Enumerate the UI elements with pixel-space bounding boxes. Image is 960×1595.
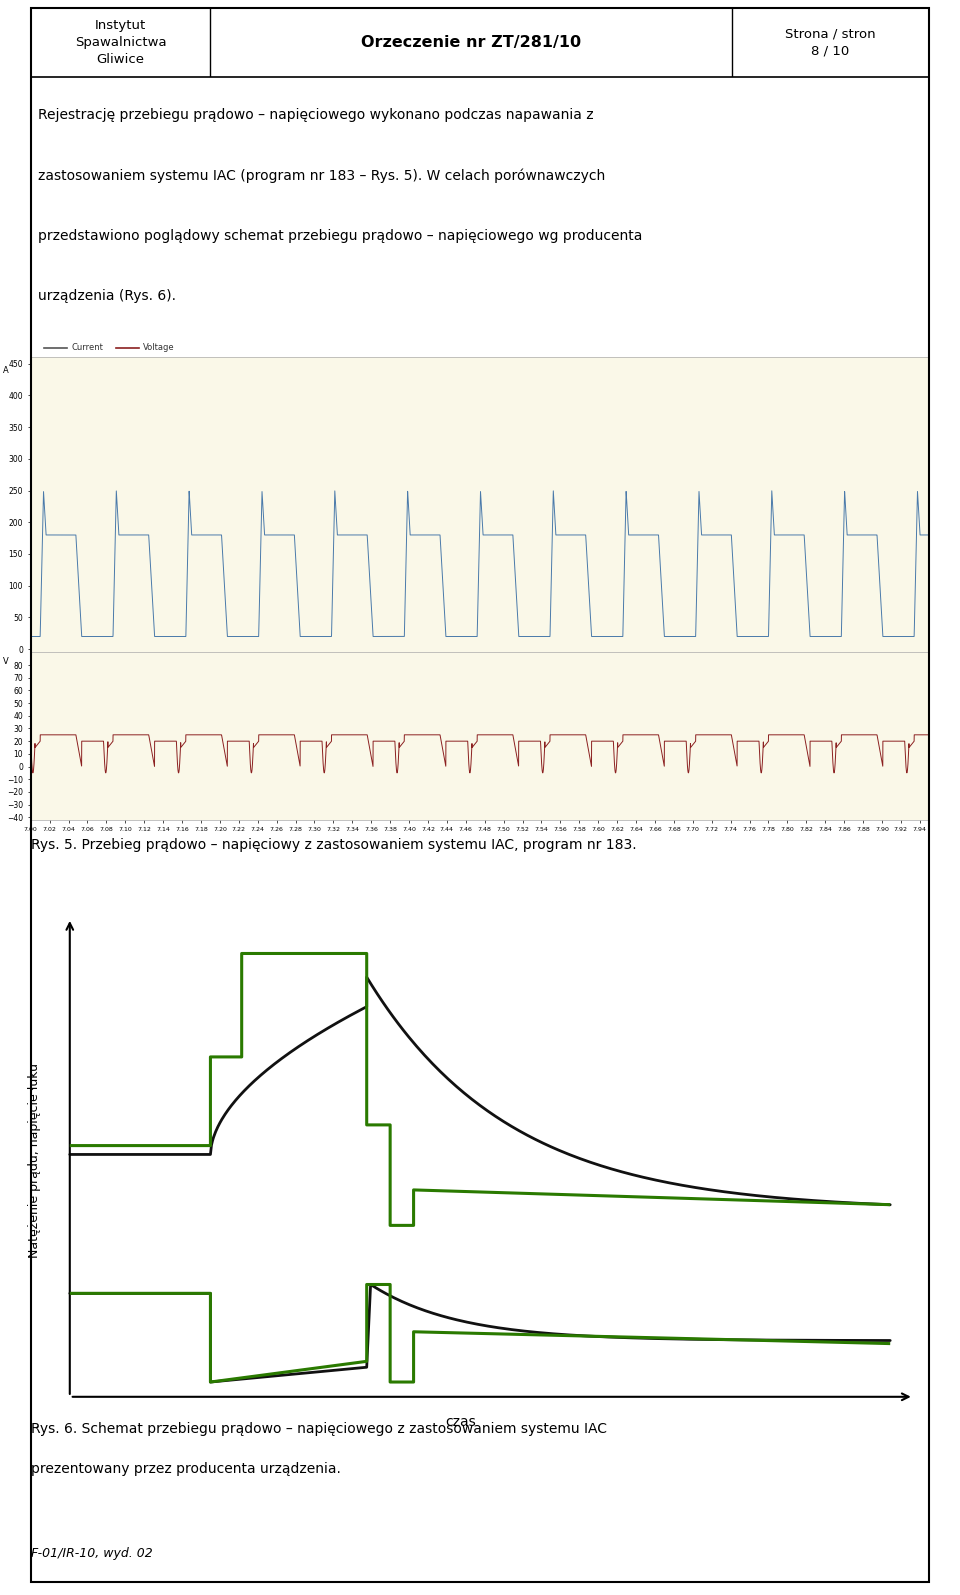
Text: Natężenie prądu, napięcie łuku: Natężenie prądu, napięcie łuku xyxy=(28,1062,41,1258)
Text: Strona / stron
8 / 10: Strona / stron 8 / 10 xyxy=(785,27,876,57)
Text: Instytut
Spawalnictwa
Gliwice: Instytut Spawalnictwa Gliwice xyxy=(75,19,166,65)
Text: prezentowany przez producenta urządzenia.: prezentowany przez producenta urządzenia… xyxy=(31,1463,341,1477)
Text: Voltage: Voltage xyxy=(143,343,175,352)
Text: A: A xyxy=(3,367,9,375)
Text: zastosowaniem systemu IAC (program nr 183 – Rys. 5). W celach porównawczych: zastosowaniem systemu IAC (program nr 18… xyxy=(38,169,606,183)
Text: Rys. 6. Schemat przebiegu prądowo – napięciowego z zastosowaniem systemu IAC: Rys. 6. Schemat przebiegu prądowo – napi… xyxy=(31,1421,607,1436)
Text: Rejestrację przebiegu prądowo – napięciowego wykonano podczas napawania z: Rejestrację przebiegu prądowo – napięcio… xyxy=(38,108,594,123)
Text: Orzeczenie nr ZT/281/10: Orzeczenie nr ZT/281/10 xyxy=(361,35,581,49)
Text: V: V xyxy=(3,657,9,667)
Text: czas: czas xyxy=(445,1415,476,1429)
Text: przedstawiono poglądowy schemat przebiegu prądowo – napięciowego wg producenta: przedstawiono poglądowy schemat przebieg… xyxy=(38,228,643,242)
Text: Current: Current xyxy=(71,343,103,352)
Text: Rys. 5. Przebieg prądowo – napięciowy z zastosowaniem systemu IAC, program nr 18: Rys. 5. Przebieg prądowo – napięciowy z … xyxy=(31,837,636,852)
Text: F-01/IR-10, wyd. 02: F-01/IR-10, wyd. 02 xyxy=(31,1547,153,1560)
Text: urządzenia (Rys. 6).: urządzenia (Rys. 6). xyxy=(38,289,177,303)
